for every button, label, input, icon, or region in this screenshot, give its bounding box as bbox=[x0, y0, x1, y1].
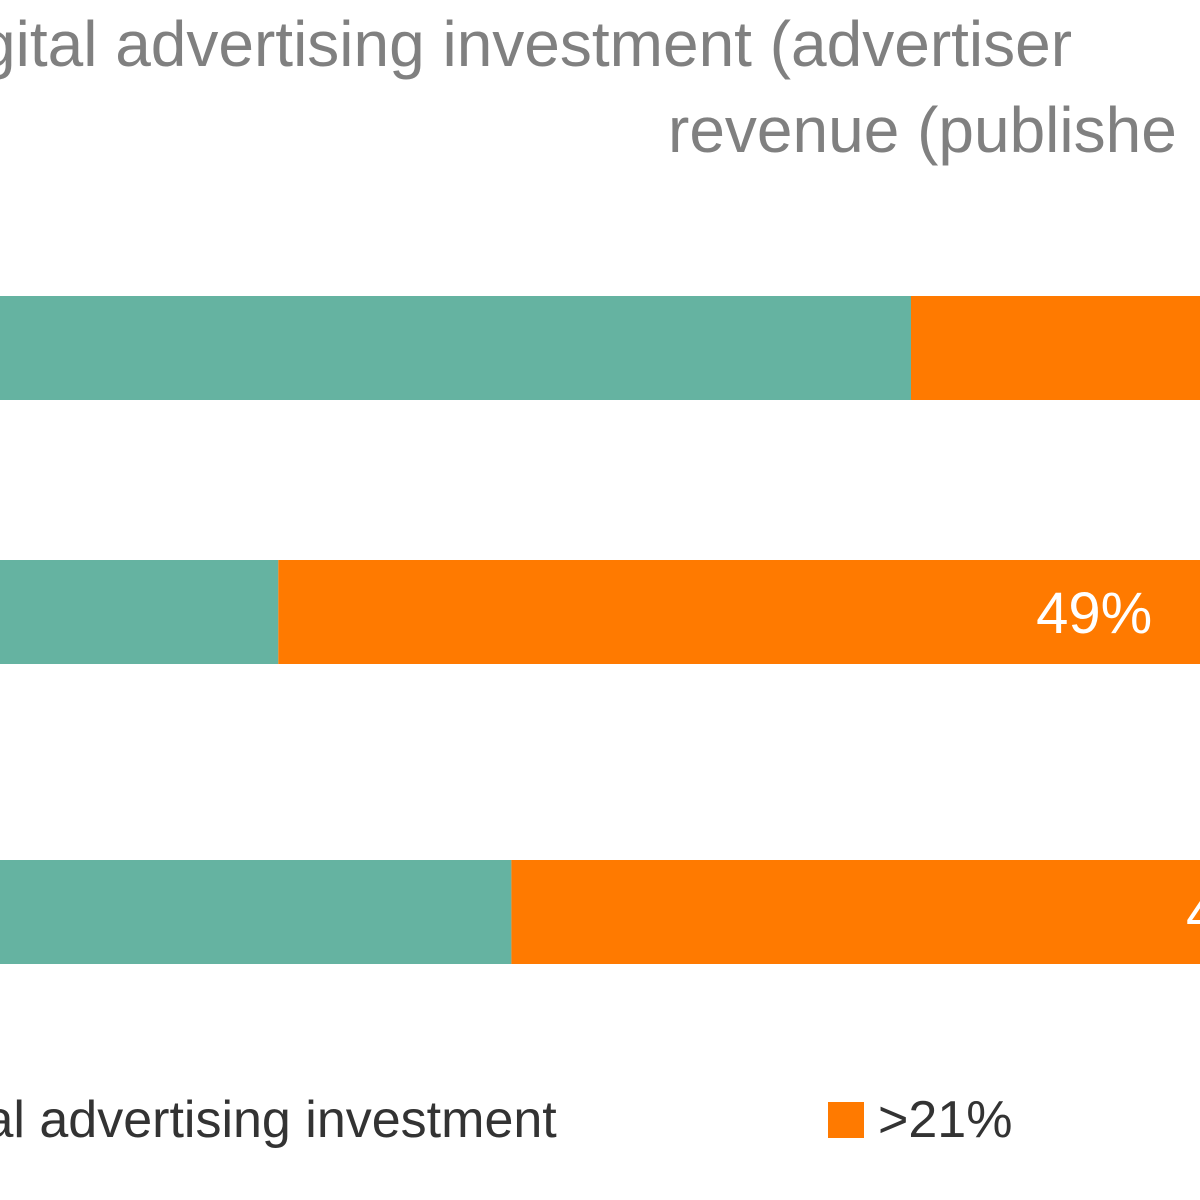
bar-segment-1-row-1 bbox=[0, 296, 911, 400]
bar-segment-1-row-2 bbox=[0, 560, 279, 664]
legend-item-low-investment: tal advertising investment bbox=[0, 1085, 557, 1155]
bar-segment-1-row-3 bbox=[0, 860, 512, 964]
legend-label-high: >21% bbox=[878, 1091, 1013, 1149]
bar-label-2-row-2: 49% bbox=[1036, 581, 1152, 646]
bar-segment-2-row-2 bbox=[278, 560, 1200, 664]
legend-swatch-high bbox=[828, 1102, 864, 1138]
legend-item-high-investment: >21% bbox=[828, 1085, 1012, 1155]
bar-segment-2-row-1 bbox=[911, 296, 1200, 400]
chart-title-line-2: revenue (publishe bbox=[668, 94, 1177, 166]
bar-segment-2-row-3 bbox=[511, 860, 1200, 964]
chart-title-line-1: gital advertising investment (advertiser bbox=[0, 8, 1073, 80]
bar-label-2-row-3: 44% bbox=[1186, 881, 1200, 946]
stacked-bar-chart: 60%32%41%49%48%44% bbox=[0, 296, 1200, 964]
legend-label-low: tal advertising investment bbox=[0, 1091, 557, 1149]
